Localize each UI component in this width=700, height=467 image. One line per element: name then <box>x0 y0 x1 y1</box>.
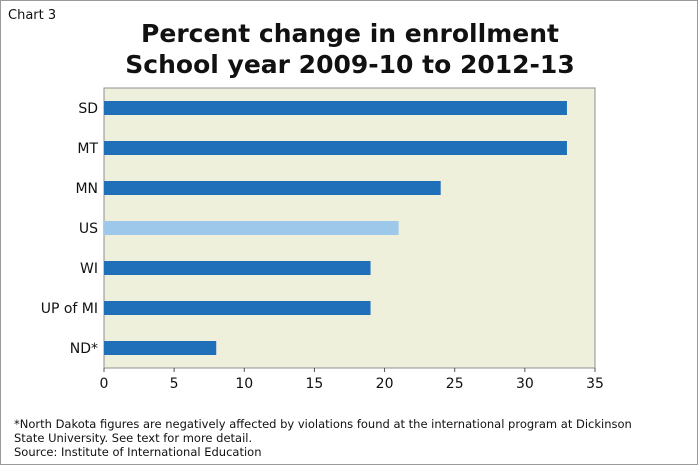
bar-up-of-mi <box>104 301 371 315</box>
bar-us <box>104 221 399 235</box>
category-label: UP of MI <box>41 301 98 317</box>
bar-mn <box>104 181 441 195</box>
bar-sd <box>104 101 567 115</box>
x-tick-label: 25 <box>446 376 464 392</box>
chart-title-line-1: Percent change in enrollment <box>141 19 559 48</box>
chart-title-line-2: School year 2009-10 to 2012-13 <box>125 50 575 79</box>
footnote-line-2: State University. See text for more deta… <box>14 431 253 445</box>
category-label: MN <box>75 181 98 197</box>
x-tick-label: 10 <box>235 376 253 392</box>
x-tick-label: 0 <box>100 376 109 392</box>
footnote-line-1: *North Dakota figures are negatively aff… <box>14 417 632 431</box>
chart-number-label: Chart 3 <box>8 8 57 23</box>
x-tick-label: 20 <box>376 376 394 392</box>
category-label: ND* <box>70 341 98 357</box>
category-label: SD <box>78 101 98 117</box>
category-label: WI <box>80 261 98 277</box>
chart-title: Percent change in enrollment School year… <box>0 18 700 80</box>
x-tick-label: 5 <box>170 376 179 392</box>
category-label: US <box>79 221 98 237</box>
source-note: Source: Institute of International Educa… <box>14 445 262 459</box>
bar-mt <box>104 141 567 155</box>
footnotes: *North Dakota figures are negatively aff… <box>14 417 674 459</box>
x-tick-label: 30 <box>516 376 534 392</box>
x-tick-label: 15 <box>306 376 324 392</box>
category-label: MT <box>77 141 98 157</box>
x-tick-label: 35 <box>586 376 604 392</box>
bar-wi <box>104 261 371 275</box>
bar-nd <box>104 341 217 355</box>
